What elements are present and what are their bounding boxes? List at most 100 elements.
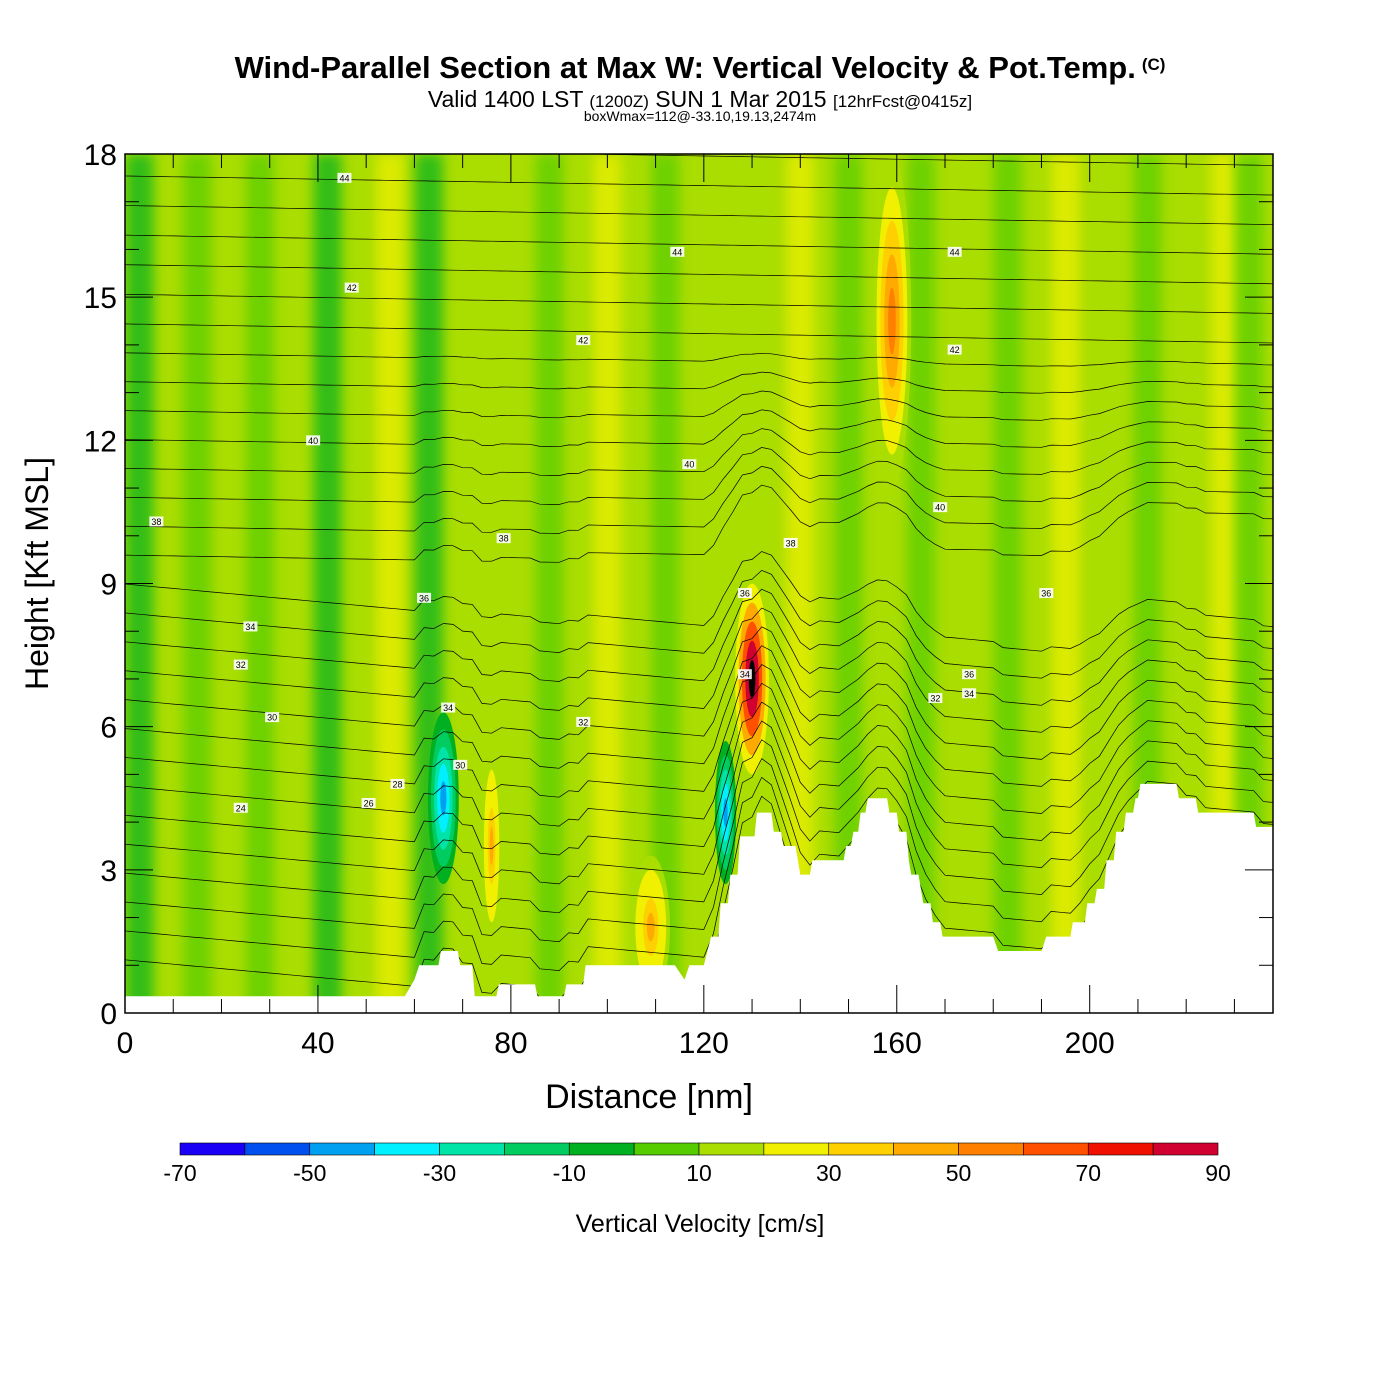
contour-label-text: 24 xyxy=(236,803,246,813)
field-band xyxy=(414,154,443,1013)
colorbar-bin xyxy=(958,1142,1024,1156)
contour-label: 42 xyxy=(344,282,359,293)
contour-label-text: 38 xyxy=(499,534,509,544)
colorbar-tick-label: 90 xyxy=(1205,1160,1231,1186)
colorbar-bin xyxy=(439,1142,505,1156)
colorbar-tick-label: -70 xyxy=(163,1160,196,1186)
contour-label-bg xyxy=(337,172,352,183)
contour-label-text: 32 xyxy=(578,717,588,727)
x-tick-label: 80 xyxy=(494,1027,527,1060)
field-band xyxy=(593,154,622,1013)
theta-contours xyxy=(125,154,1273,1004)
contour-label-text: 44 xyxy=(672,247,682,257)
contour-label-bg xyxy=(361,798,376,809)
contour-label-bg xyxy=(962,688,977,699)
colorbar-bin xyxy=(179,1142,246,1156)
contour-label-text: 30 xyxy=(267,713,277,723)
contour-label: 36 xyxy=(417,592,432,603)
downdraft-core xyxy=(440,781,447,816)
updraft-stratospheric xyxy=(888,287,896,355)
contour-label: 26 xyxy=(361,798,376,809)
contour-label: 38 xyxy=(783,537,798,548)
theta-contour xyxy=(125,352,1273,367)
copyright-mark: (C) xyxy=(1141,55,1166,74)
contour-label-bg xyxy=(390,778,405,789)
contour-label: 40 xyxy=(933,502,948,513)
contour-label-bg xyxy=(682,459,697,470)
contour-label: 32 xyxy=(576,716,591,727)
updraft-low xyxy=(489,826,494,866)
contour-label-text: 42 xyxy=(347,283,357,293)
velocity-field xyxy=(427,154,912,999)
y-tick-label: 9 xyxy=(100,569,117,602)
contour-label-text: 42 xyxy=(950,345,960,355)
contour-label-text: 44 xyxy=(950,247,960,257)
contour-label-text: 34 xyxy=(443,703,453,713)
field-band xyxy=(246,154,275,1013)
contour-label-bg xyxy=(576,716,591,727)
contour-label-bg xyxy=(962,669,977,680)
contour-label-text: 34 xyxy=(245,622,255,632)
valid-date: SUN 1 Mar 2015 xyxy=(655,86,827,112)
contour-label-bg xyxy=(233,802,248,813)
y-tick-label: 18 xyxy=(84,139,117,172)
contour-label-text: 36 xyxy=(964,670,974,680)
chart-title-text: Wind-Parallel Section at Max W: Vertical… xyxy=(234,50,1136,85)
theta-contour xyxy=(125,371,1273,394)
contour-label: 42 xyxy=(576,335,591,346)
contour-label: 30 xyxy=(453,759,468,770)
y-tick-label: 15 xyxy=(84,282,117,315)
contour-label-text: 34 xyxy=(740,670,750,680)
theta-contour xyxy=(125,720,1273,895)
theta-contour xyxy=(125,626,1273,760)
field-band xyxy=(535,154,564,1013)
box-info: boxWmax=112@-33.10,19.13,2474m xyxy=(583,108,817,124)
contour-label: 38 xyxy=(149,516,164,527)
contour-label-bg xyxy=(344,282,359,293)
colorbar-bin xyxy=(828,1142,894,1156)
contour-label-text: 36 xyxy=(419,593,429,603)
theta-contour xyxy=(125,293,1273,314)
colorbar-bin xyxy=(1023,1142,1089,1156)
contour-labels: 44 44 44 42 42 42 40 40 40 38 38 38 36 36 36 36 34 34 34 32… xyxy=(149,172,1054,813)
contour-label: 36 xyxy=(962,669,977,680)
x-tick-label: 200 xyxy=(1065,1027,1115,1060)
colorbar-tick-label: -10 xyxy=(553,1160,586,1186)
theta-contour xyxy=(125,484,1273,563)
contour-label-bg xyxy=(243,621,258,632)
field-band xyxy=(993,154,1022,1013)
x-tick-label: 160 xyxy=(872,1027,922,1060)
contour-label-text: 44 xyxy=(339,173,349,183)
chart-subtitle: Valid 1400 LST (1200Z) SUN 1 Mar 2015 [1… xyxy=(0,86,1400,113)
colorbar-tick-label: 30 xyxy=(816,1160,842,1186)
field-band xyxy=(183,154,212,1013)
contour-label: 36 xyxy=(737,588,752,599)
contour-label-text: 42 xyxy=(578,336,588,346)
contour-label-text: 38 xyxy=(151,517,161,527)
contour-label: 32 xyxy=(233,659,248,670)
contour-label-text: 36 xyxy=(1041,589,1051,599)
theta-contour xyxy=(125,607,1273,733)
colorbar: -70 -50 -30 -10 10 30 50 70 90 Vertical Velocity … xyxy=(163,1142,1231,1238)
colorbar-tick-label: 50 xyxy=(946,1160,972,1186)
contour-label-bg xyxy=(149,516,164,527)
contour-label-text: 28 xyxy=(393,779,403,789)
contour-label-bg xyxy=(265,712,280,723)
contour-label-bg xyxy=(737,588,752,599)
contour-label-bg xyxy=(306,435,321,446)
y-tick-label: 0 xyxy=(100,998,117,1031)
contour-label: 42 xyxy=(947,344,962,355)
contour-label-text: 40 xyxy=(935,503,945,513)
theta-contour xyxy=(125,234,1273,255)
contour-label-text: 36 xyxy=(740,589,750,599)
contour-label-text: 30 xyxy=(455,760,465,770)
contour-label: 44 xyxy=(947,246,962,257)
terrain xyxy=(125,783,1273,1013)
contour-label-bg xyxy=(947,246,962,257)
contour-label-bg xyxy=(576,335,591,346)
theta-contour xyxy=(125,682,1273,841)
contour-label: 34 xyxy=(243,621,258,632)
theta-contour xyxy=(125,447,1273,505)
